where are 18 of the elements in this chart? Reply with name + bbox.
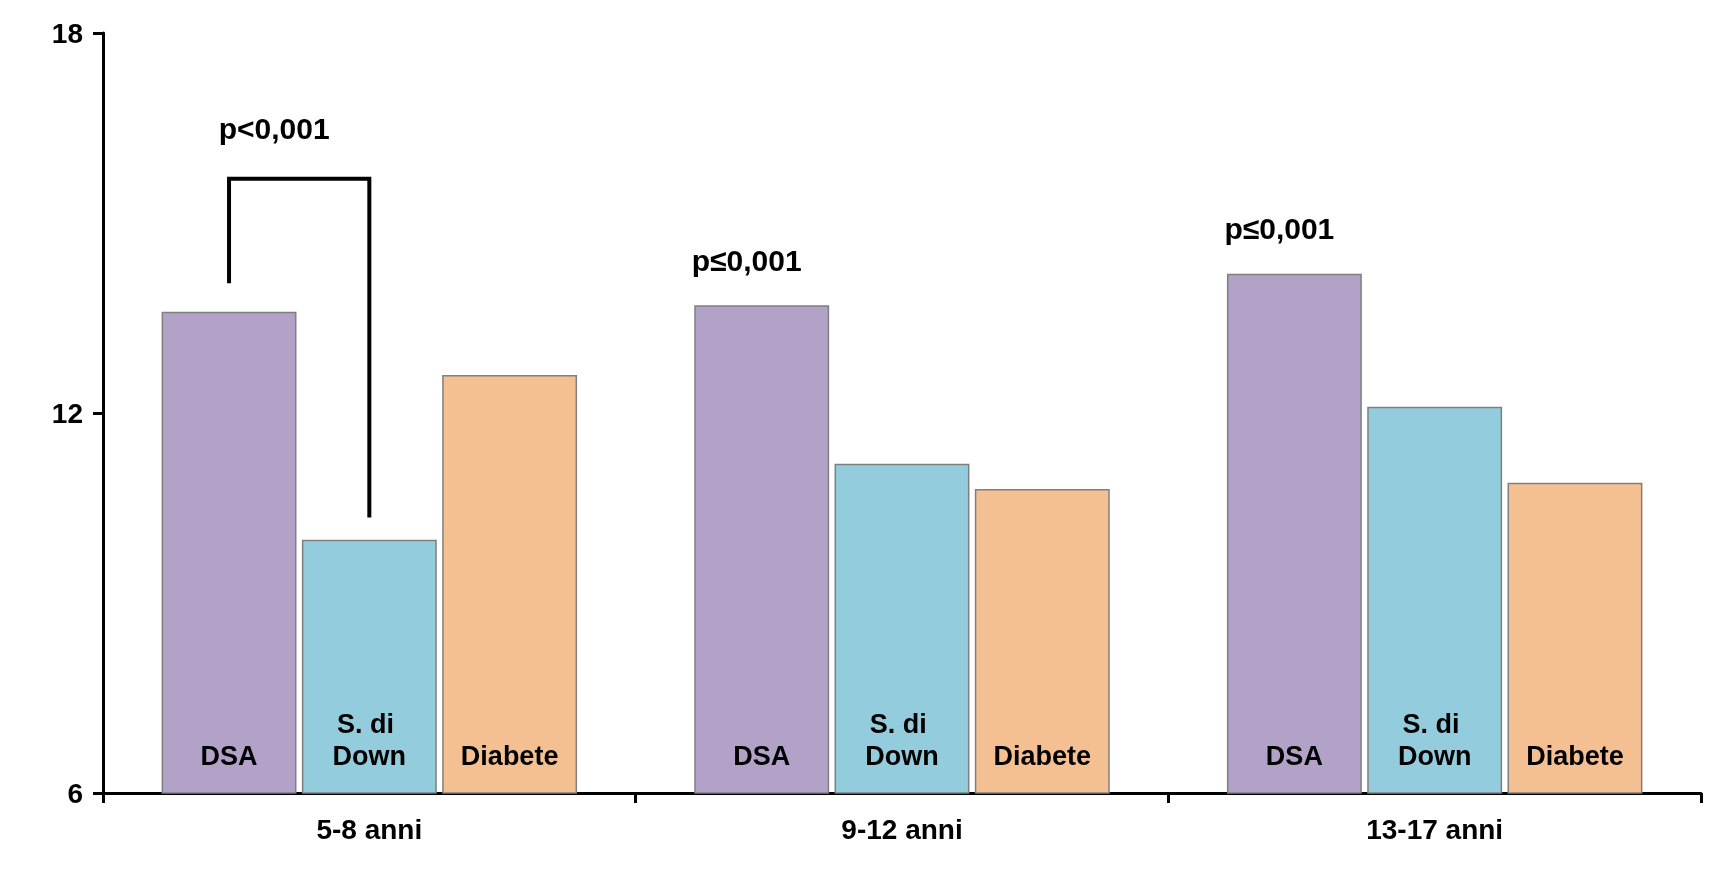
annotation: p<0,001: [218, 112, 330, 146]
x-tick-label: 5-8 anni: [316, 813, 423, 845]
text: Diabete: [993, 740, 1092, 771]
series-label: DSA: [200, 740, 258, 771]
text: Diabete: [1526, 740, 1624, 771]
text: DSA: [733, 740, 791, 771]
text: DSA: [1265, 740, 1323, 771]
series-label: S. di Down: [332, 708, 407, 771]
text: S. di Down: [1397, 708, 1472, 771]
y-tick-label: 12: [51, 397, 83, 429]
series-label: Diabete: [460, 740, 559, 771]
annotation: p≤0,001: [1224, 212, 1335, 246]
annotation: p≤0,001: [691, 243, 802, 277]
x-tick-label: 13-17 anni: [1366, 813, 1504, 845]
x-tick-label: 9-12 anni: [841, 813, 963, 845]
text: S. di Down: [865, 708, 939, 771]
y-tick-label: 6: [67, 777, 83, 809]
y-tick-label: 18: [51, 17, 83, 49]
